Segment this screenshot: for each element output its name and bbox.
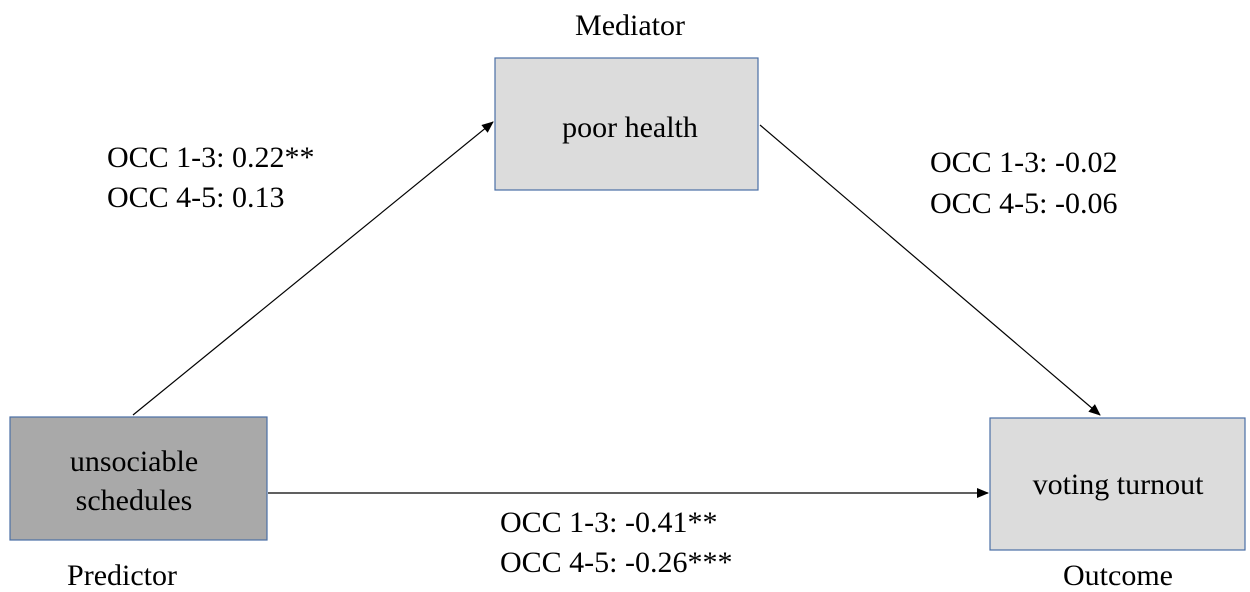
- edge-label: OCC 1-3: -0.02: [930, 146, 1118, 179]
- node-role: Mediator: [575, 9, 685, 42]
- edge-label: OCC 1-3: 0.22**: [107, 141, 315, 174]
- edge-arrow: [759, 124, 1101, 416]
- node-label: poor health: [562, 111, 698, 144]
- edge-label: OCC 4-5: -0.26***: [500, 546, 733, 579]
- edge-arrow: [132, 121, 494, 416]
- node-box: [494, 57, 759, 191]
- node-role: Predictor: [67, 559, 177, 592]
- edge-label: OCC 4-5: -0.06: [930, 187, 1118, 220]
- node-label: voting turnout: [1033, 468, 1204, 501]
- edge-label: OCC 1-3: -0.41**: [500, 506, 718, 539]
- node-label: unsociable: [70, 445, 198, 478]
- node-box: [989, 417, 1246, 551]
- edge-label: OCC 4-5: 0.13: [107, 181, 285, 214]
- node-role: Outcome: [1063, 559, 1173, 592]
- node-label: schedules: [76, 484, 193, 517]
- node-box: [9, 416, 268, 541]
